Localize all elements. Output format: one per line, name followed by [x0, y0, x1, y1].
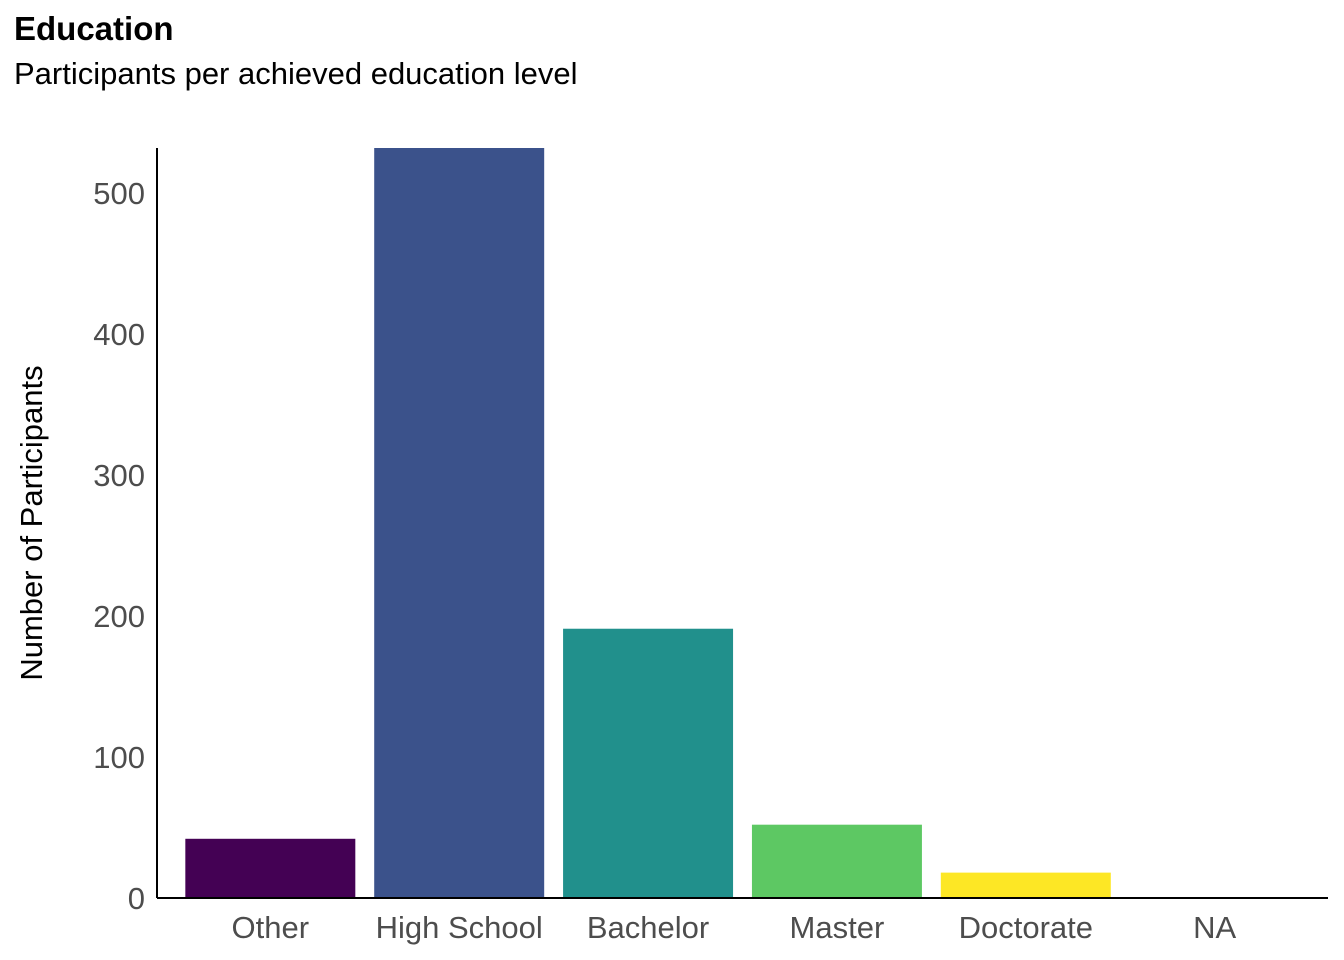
bar-master [751, 824, 922, 898]
y-tick-label: 200 [93, 599, 145, 634]
x-tick-label: Bachelor [587, 910, 709, 945]
x-tick-label: Doctorate [959, 910, 1093, 945]
y-tick-label: 0 [128, 881, 145, 916]
y-tick-label: 400 [93, 317, 145, 352]
y-tick-label: 100 [93, 740, 145, 775]
x-tick-label: High School [376, 910, 543, 945]
x-ticks-group: Other High School Bachelor Master Doctorate N… [232, 910, 1237, 945]
chart-title: Education [14, 10, 174, 47]
y-tick-label: 500 [93, 176, 145, 211]
x-tick-label: Other [232, 910, 310, 945]
bar-other [185, 838, 356, 898]
y-ticks-group: 0 100 200 300 400 500 [93, 176, 145, 916]
axes-group [156, 148, 1328, 899]
y-axis-title: Number of Participants [14, 365, 49, 680]
x-tick-label: Master [790, 910, 885, 945]
bar-bachelor [563, 628, 734, 898]
bar-high-school [374, 148, 545, 898]
y-tick-label: 300 [93, 458, 145, 493]
bars-group [185, 148, 1111, 898]
chart-subtitle: Participants per achieved education leve… [14, 56, 578, 91]
x-tick-label: NA [1193, 910, 1236, 945]
bar-doctorate [940, 872, 1111, 898]
